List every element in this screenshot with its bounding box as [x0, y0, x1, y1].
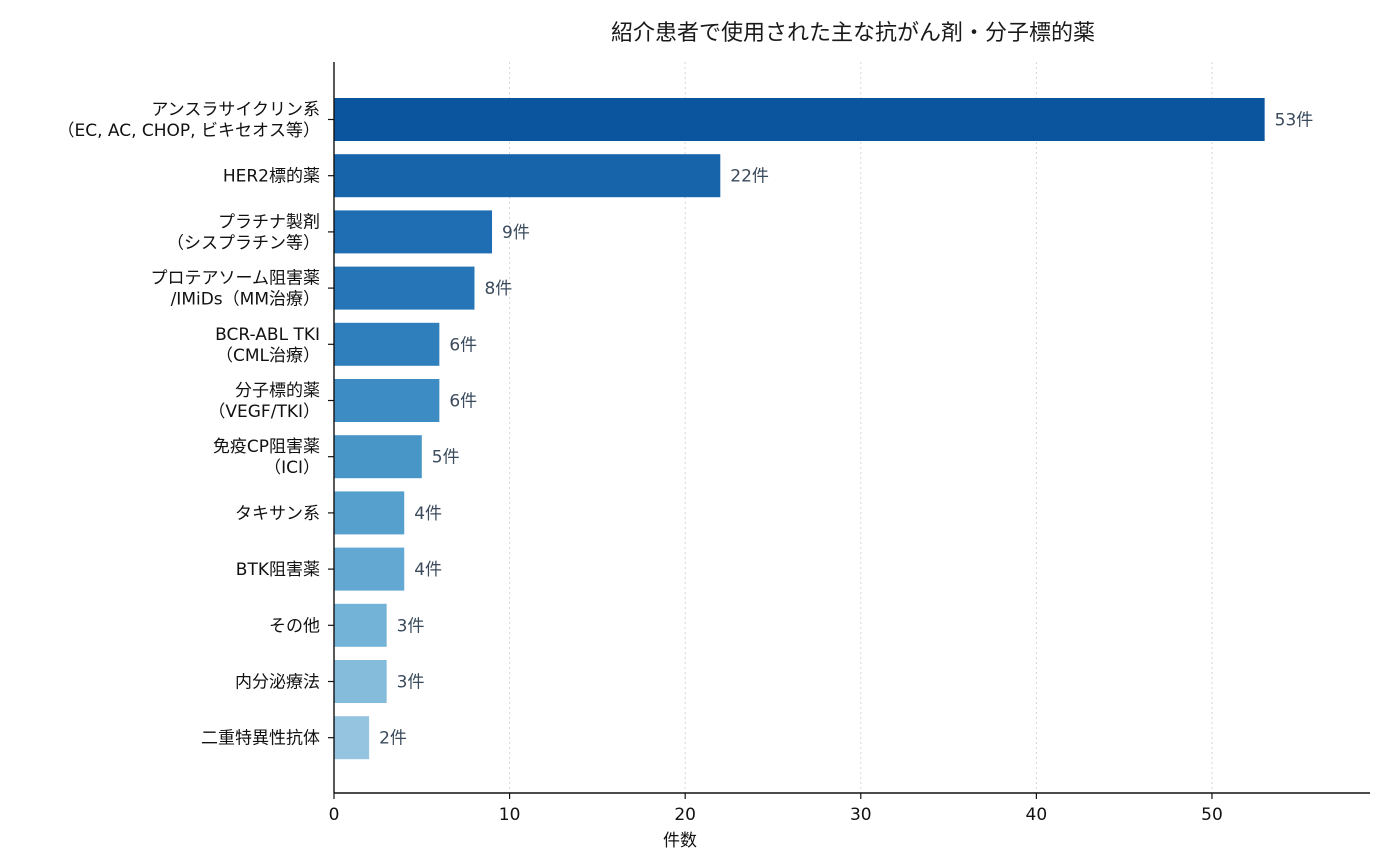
category-label: （EC, AC, CHOP, ビキセオス等）: [57, 121, 320, 141]
data-label: 6件: [449, 392, 477, 412]
x-axis-label: 件数: [663, 831, 697, 851]
x-tick-label: 10: [499, 805, 521, 825]
category-label: （VEGF/TKI）: [208, 402, 320, 422]
category-label: タキサン系: [235, 504, 320, 524]
data-label: 8件: [484, 279, 512, 299]
bar: [334, 154, 721, 198]
bar: [334, 379, 440, 422]
bar: [334, 322, 440, 366]
data-label: 5件: [432, 448, 460, 468]
category-label: BTK阻害薬: [236, 560, 320, 580]
x-tick-label: 40: [1026, 805, 1048, 825]
bar: [334, 491, 405, 535]
bar: [334, 435, 422, 479]
data-label: 22件: [730, 167, 769, 187]
bars: [334, 98, 1265, 760]
data-label: 3件: [397, 616, 425, 636]
category-label: 内分泌療法: [235, 673, 320, 693]
data-label: 4件: [414, 560, 442, 580]
category-label: BCR-ABL TKI: [215, 325, 320, 345]
category-label: プロテアソーム阻害薬: [151, 269, 321, 289]
data-label: 4件: [414, 504, 442, 524]
data-label: 6件: [449, 335, 477, 355]
category-label: 免疫CP阻害薬: [213, 437, 320, 457]
bar: [334, 603, 387, 647]
category-label: HER2標的薬: [223, 167, 320, 187]
category-label: （シスプラチン等）: [167, 233, 320, 253]
x-ticks: 0 10 20 30 40 50: [329, 793, 1223, 825]
category-label: （ICI）: [264, 458, 320, 478]
category-label: その他: [269, 616, 320, 636]
category-label: アンスラサイクリン系: [151, 100, 320, 120]
x-tick-label: 30: [850, 805, 872, 825]
category-label: 二重特異性抗体: [201, 729, 320, 749]
category-label: （CML治療）: [216, 346, 320, 366]
bar: [334, 98, 1265, 141]
data-label: 3件: [397, 673, 425, 693]
bar: [334, 266, 475, 310]
category-labels: アンスラサイクリン系（EC, AC, CHOP, ビキセオス等）HER2標的薬プ…: [57, 100, 334, 749]
data-label: 2件: [379, 729, 407, 749]
chart-title: 紹介患者で使用された主な抗がん剤・分子標的薬: [611, 21, 1095, 46]
category-label: 分子標的薬: [235, 381, 320, 401]
bar: [334, 716, 370, 760]
data-label: 53件: [1275, 111, 1314, 131]
x-tick-label: 50: [1201, 805, 1223, 825]
category-label: プラチナ製剤: [218, 212, 320, 232]
bar: [334, 547, 405, 591]
x-tick-label: 20: [674, 805, 696, 825]
data-label: 9件: [502, 223, 530, 243]
bar: [334, 660, 387, 703]
bar: [334, 210, 493, 254]
category-label: /IMiDs（MM治療）: [171, 290, 320, 310]
x-tick-label: 0: [329, 805, 340, 825]
data-labels: 53件 22件 9件 8件 6件 6件 5件 4件 4件 3件 3件 2件: [379, 111, 1313, 749]
